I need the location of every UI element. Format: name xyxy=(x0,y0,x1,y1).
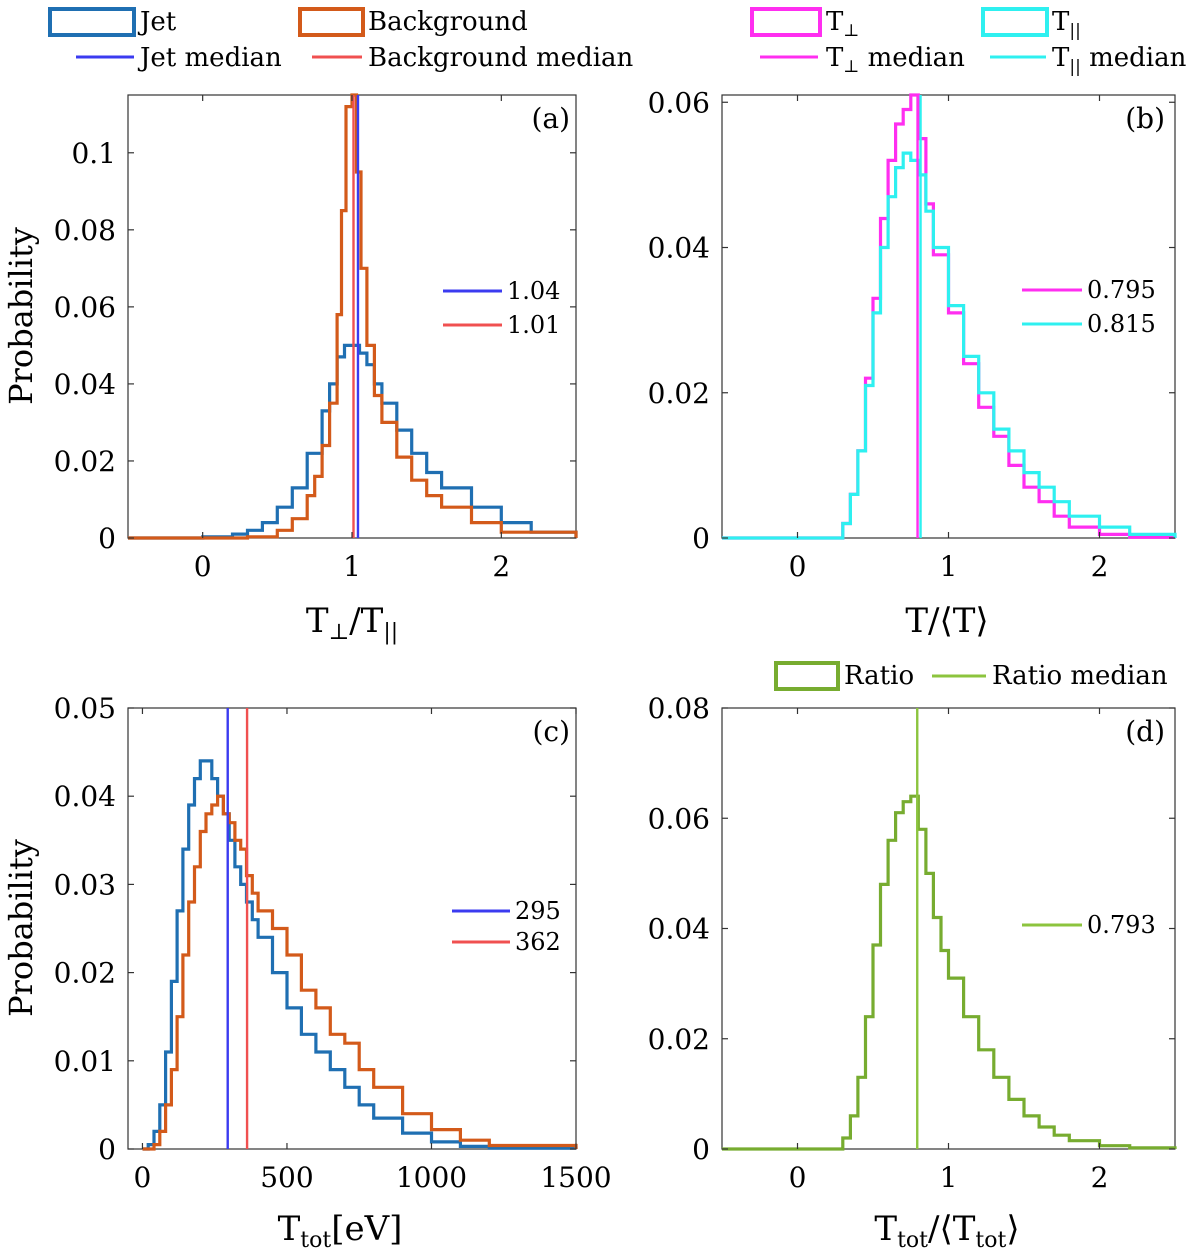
y-tick-label: 0.08 xyxy=(648,692,710,725)
legend-ratio-swatch xyxy=(774,661,840,691)
x-axis-label: Ttot/⟨Ttot⟩ xyxy=(874,1209,1019,1253)
panel-b: 0 1 2 0 0.02 0.04 0.06 (b) 0.795 0.815 T/⟨T⟩ xyxy=(648,86,1177,641)
median-key-value: 362 xyxy=(515,928,561,956)
x-tick-label: 0 xyxy=(789,550,807,583)
x-tick-label: 2 xyxy=(1091,1161,1109,1194)
axes-frame xyxy=(721,94,1176,539)
x-axis-label: T⊥/T|| xyxy=(306,601,398,645)
median-key-value: 295 xyxy=(515,897,561,925)
panel-d: 0 1 2 0 0.02 0.04 0.06 0.08 (d) 0.793 Ttot/⟨Tto… xyxy=(648,692,1177,1253)
legend-b: T⊥ T|| T⊥ median T|| median xyxy=(750,7,1187,77)
legend-ratio-label: Ratio xyxy=(844,661,914,691)
x-axis-label: Ttot[eV] xyxy=(278,1209,403,1253)
y-tick-label: 0.02 xyxy=(648,1023,710,1056)
histogram-series-jet xyxy=(142,759,578,1151)
legend-tperp-swatch xyxy=(750,7,822,37)
legend-background-swatch xyxy=(298,7,365,37)
histogram-series-background xyxy=(142,794,578,1151)
x-tick-label: 2 xyxy=(1091,550,1109,583)
legend-background-label: Background xyxy=(368,7,528,37)
histogram-series-ratio xyxy=(722,794,1177,1151)
histogram-series-background xyxy=(128,93,578,540)
legend-tpar-label: T|| xyxy=(1052,7,1081,41)
median-key-value: 1.04 xyxy=(507,277,560,305)
legend-ratio-median-label: Ratio median xyxy=(992,661,1168,691)
median-key-value: 1.01 xyxy=(507,311,560,339)
axes-frame xyxy=(127,94,577,539)
panel-label: (a) xyxy=(531,102,570,135)
y-tick-label: 0.06 xyxy=(648,86,710,119)
y-tick-label: 0.08 xyxy=(54,214,116,247)
panel-label: (b) xyxy=(1125,102,1165,135)
y-tick-label: 0.04 xyxy=(54,780,116,813)
panel-label: (c) xyxy=(532,715,570,748)
y-tick-label: 0.06 xyxy=(54,291,116,324)
legend-jet-swatch xyxy=(48,7,136,37)
legend-tperp-label: T⊥ xyxy=(826,7,859,41)
y-tick-label: 0.03 xyxy=(54,868,116,901)
median-key-value: 0.815 xyxy=(1087,310,1156,338)
panel-label: (d) xyxy=(1125,715,1165,748)
x-tick-label: 0 xyxy=(194,550,212,583)
legend-d: Ratio Ratio median xyxy=(774,661,1168,691)
legend-tperp-median-label: T⊥ median xyxy=(826,43,965,77)
legend-jet-median-label: Jet median xyxy=(137,43,282,73)
y-tick-label: 0.06 xyxy=(648,802,710,835)
median-key-value: 0.795 xyxy=(1087,276,1156,304)
x-tick-label: 0 xyxy=(789,1161,807,1194)
y-tick-label: 0 xyxy=(692,1133,710,1166)
y-tick-label: 0.1 xyxy=(71,137,116,170)
x-tick-label: 0 xyxy=(134,1161,152,1194)
y-tick-label: 0.02 xyxy=(648,377,710,410)
y-tick-label: 0 xyxy=(98,1133,116,1166)
y-tick-label: 0.02 xyxy=(54,445,116,478)
y-tick-label: 0 xyxy=(98,522,116,555)
x-tick-label: 2 xyxy=(492,550,510,583)
histogram-series-jet xyxy=(128,343,578,540)
x-tick-label: 1 xyxy=(343,550,361,583)
y-tick-label: 0.04 xyxy=(648,232,710,265)
x-tick-label: 1 xyxy=(940,550,958,583)
histogram-series-t- xyxy=(722,151,1177,540)
legend-jet-label: Jet xyxy=(137,7,177,37)
x-tick-label: 1500 xyxy=(540,1161,611,1194)
x-tick-label: 500 xyxy=(260,1161,313,1194)
y-tick-label: 0.02 xyxy=(54,957,116,990)
y-tick-label: 0.05 xyxy=(54,692,116,725)
panel-a: 0 1 2 0 0.02 0.04 0.06 0.08 0.1 (a) 1.04 1.01 Pr… xyxy=(2,93,578,645)
x-tick-label: 1000 xyxy=(396,1161,467,1194)
axes-frame xyxy=(721,707,1176,1150)
y-axis-label: Probability xyxy=(2,227,40,405)
y-tick-label: 0.04 xyxy=(54,368,116,401)
legend-background-median-label: Background median xyxy=(368,43,634,73)
panel-c: 0 500 1000 1500 0 0.01 0.02 0.03 0.04 0.05 (c) 29… xyxy=(2,692,612,1253)
y-tick-label: 0.01 xyxy=(54,1045,116,1078)
median-key-value: 0.793 xyxy=(1087,911,1156,939)
legend-tpar-median-label: T|| median xyxy=(1052,43,1187,77)
y-tick-label: 0 xyxy=(692,522,710,555)
x-tick-label: 1 xyxy=(940,1161,958,1194)
y-axis-label: Probability xyxy=(2,839,40,1017)
y-tick-label: 0.04 xyxy=(648,913,710,946)
x-axis-label: T/⟨T⟩ xyxy=(905,601,988,641)
axes-frame xyxy=(127,707,577,1150)
legend-tpar-swatch xyxy=(981,7,1049,37)
legend-a: Jet Background Jet median Background med… xyxy=(48,7,634,73)
